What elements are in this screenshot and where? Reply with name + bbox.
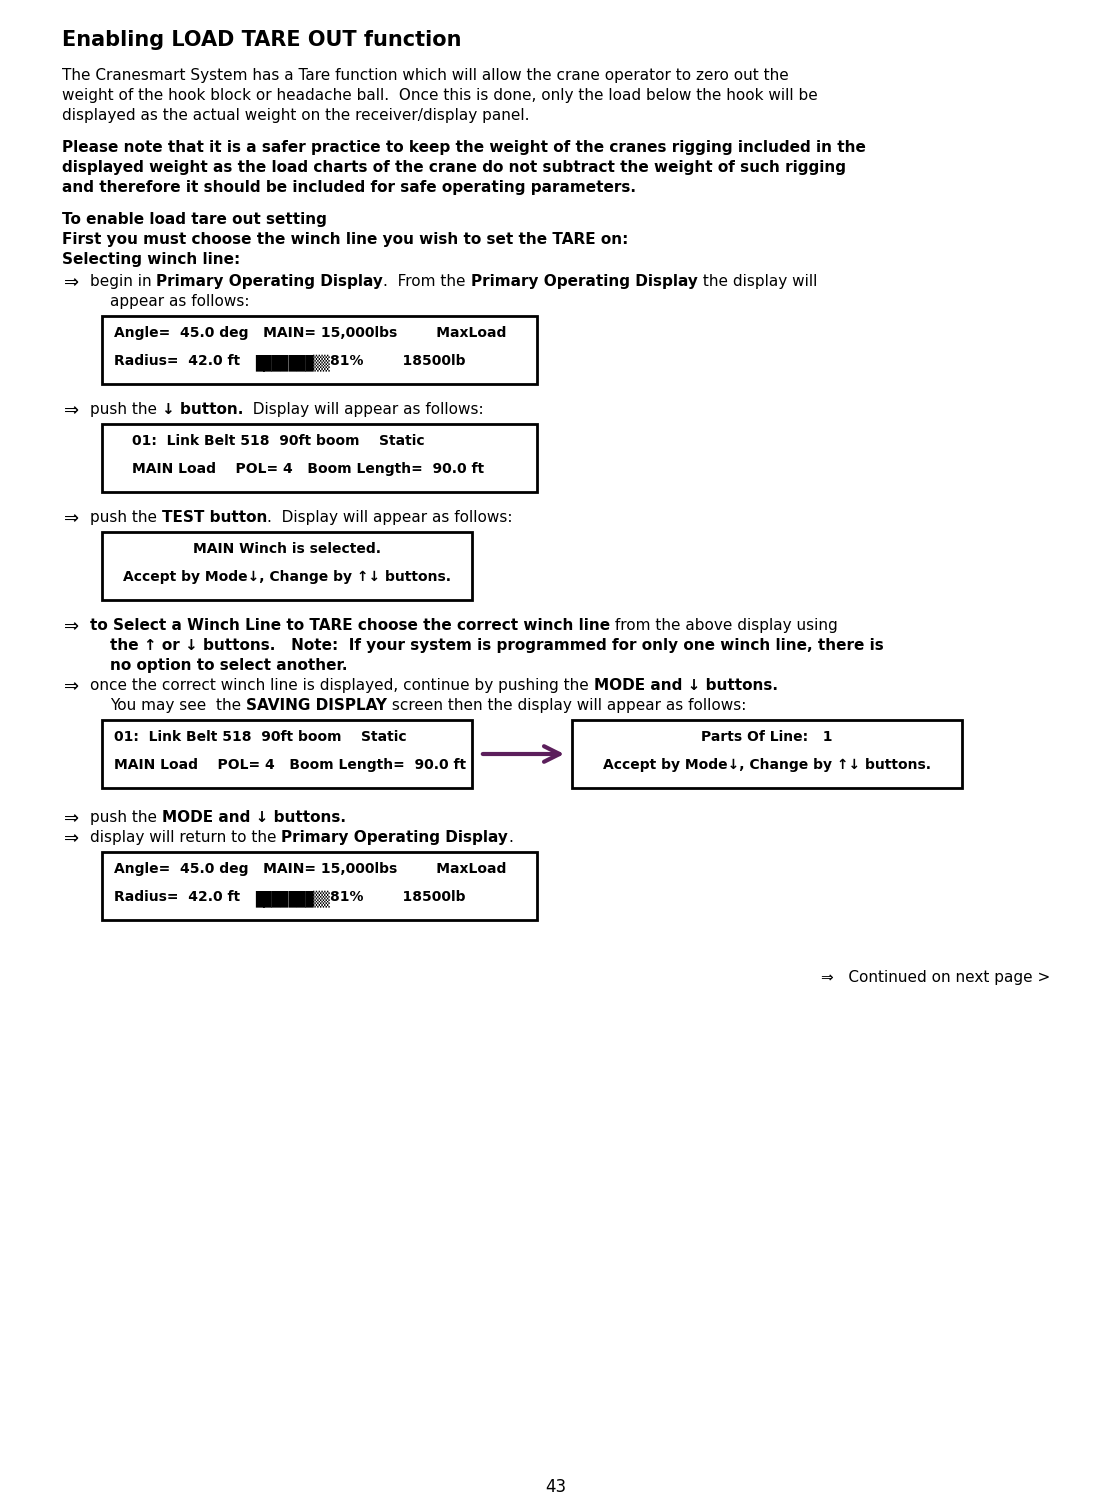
Text: ⇒: ⇒ bbox=[64, 402, 79, 420]
Text: from the above display using: from the above display using bbox=[610, 618, 837, 633]
Text: push the: push the bbox=[90, 809, 162, 824]
Text: First you must choose the winch line you wish to set the TARE on:: First you must choose the winch line you… bbox=[62, 232, 628, 247]
Text: 01:  Link Belt 518  90ft boom    Static: 01: Link Belt 518 90ft boom Static bbox=[132, 434, 425, 448]
Text: MAIN Winch is selected.: MAIN Winch is selected. bbox=[193, 543, 381, 556]
Text: Primary Operating Display: Primary Operating Display bbox=[470, 274, 697, 289]
Text: .  Display will appear as follows:: . Display will appear as follows: bbox=[267, 509, 513, 524]
Text: to Select a Winch Line to TARE choose the correct winch line: to Select a Winch Line to TARE choose th… bbox=[90, 618, 610, 633]
Text: .: . bbox=[508, 830, 513, 845]
Text: MODE and ↓ buttons.: MODE and ↓ buttons. bbox=[594, 678, 777, 693]
Bar bbox=[572, 720, 962, 788]
Text: To enable load tare out setting: To enable load tare out setting bbox=[62, 212, 327, 228]
Bar bbox=[102, 316, 537, 384]
Text: Angle=  45.0 deg   MAIN= 15,000lbs        MaxLoad: Angle= 45.0 deg MAIN= 15,000lbs MaxLoad bbox=[115, 862, 506, 876]
Text: ⇒   Continued on next page >: ⇒ Continued on next page > bbox=[821, 971, 1050, 986]
Bar bbox=[102, 720, 471, 788]
Text: The Cranesmart System has a Tare function which will allow the crane operator to: The Cranesmart System has a Tare functio… bbox=[62, 68, 788, 83]
Text: Parts Of Line:   1: Parts Of Line: 1 bbox=[702, 729, 833, 744]
Text: Selecting winch line:: Selecting winch line: bbox=[62, 252, 240, 267]
Text: no option to select another.: no option to select another. bbox=[110, 659, 347, 674]
Text: appear as follows:: appear as follows: bbox=[110, 294, 249, 309]
Text: push the: push the bbox=[90, 509, 162, 524]
Text: screen then the display will appear as follows:: screen then the display will appear as f… bbox=[387, 698, 746, 713]
Text: SAVING DISPLAY: SAVING DISPLAY bbox=[246, 698, 387, 713]
Text: displayed weight as the load charts of the crane do not subtract the weight of s: displayed weight as the load charts of t… bbox=[62, 160, 846, 175]
Text: Please note that it is a safer practice to keep the weight of the cranes rigging: Please note that it is a safer practice … bbox=[62, 140, 866, 155]
Text: Primary Operating Display: Primary Operating Display bbox=[281, 830, 508, 845]
Text: ███████: ███████ bbox=[255, 354, 314, 371]
Text: 43: 43 bbox=[546, 1478, 566, 1496]
Text: begin in: begin in bbox=[90, 274, 157, 289]
Text: ⇒: ⇒ bbox=[64, 509, 79, 527]
Text: 01:  Link Belt 518  90ft boom    Static: 01: Link Belt 518 90ft boom Static bbox=[115, 729, 407, 744]
Text: the ↑ or ↓ buttons.   Note:  If your system is programmed for only one winch lin: the ↑ or ↓ buttons. Note: If your system… bbox=[110, 637, 884, 653]
Text: ⇒: ⇒ bbox=[64, 274, 79, 292]
Text: display will return to the: display will return to the bbox=[90, 830, 281, 845]
Text: ⇒: ⇒ bbox=[64, 830, 79, 848]
Text: Angle=  45.0 deg   MAIN= 15,000lbs        MaxLoad: Angle= 45.0 deg MAIN= 15,000lbs MaxLoad bbox=[115, 326, 506, 341]
Text: You may see  the: You may see the bbox=[110, 698, 246, 713]
Text: weight of the hook block or headache ball.  Once this is done, only the load bel: weight of the hook block or headache bal… bbox=[62, 87, 817, 102]
Text: .  From the: . From the bbox=[384, 274, 470, 289]
Text: Display will appear as follows:: Display will appear as follows: bbox=[244, 402, 484, 417]
Text: Accept by Mode↓, Change by ↑↓ buttons.: Accept by Mode↓, Change by ↑↓ buttons. bbox=[603, 758, 931, 772]
Text: Radius=  42.0 ft: Radius= 42.0 ft bbox=[115, 891, 255, 904]
Text: ↓ button.: ↓ button. bbox=[162, 402, 244, 417]
Text: push the: push the bbox=[90, 402, 162, 417]
Text: Enabling LOAD TARE OUT function: Enabling LOAD TARE OUT function bbox=[62, 30, 461, 50]
Bar bbox=[102, 532, 471, 600]
Text: MODE and ↓ buttons.: MODE and ↓ buttons. bbox=[162, 809, 346, 824]
Bar bbox=[102, 851, 537, 919]
Text: displayed as the actual weight on the receiver/display panel.: displayed as the actual weight on the re… bbox=[62, 109, 529, 124]
Bar bbox=[102, 423, 537, 491]
Text: ⇒: ⇒ bbox=[64, 809, 79, 827]
Text: ▒▒: ▒▒ bbox=[314, 354, 330, 371]
Text: 81%        18500lb: 81% 18500lb bbox=[330, 354, 466, 368]
Text: ███████: ███████ bbox=[255, 891, 314, 907]
Text: Accept by Mode↓, Change by ↑↓ buttons.: Accept by Mode↓, Change by ↑↓ buttons. bbox=[123, 570, 451, 585]
Text: once the correct winch line is displayed, continue by pushing the: once the correct winch line is displayed… bbox=[90, 678, 594, 693]
Text: and therefore it should be included for safe operating parameters.: and therefore it should be included for … bbox=[62, 179, 636, 194]
Text: ⇒: ⇒ bbox=[64, 618, 79, 636]
Text: TEST button: TEST button bbox=[162, 509, 267, 524]
Text: MAIN Load    POL= 4   Boom Length=  90.0 ft: MAIN Load POL= 4 Boom Length= 90.0 ft bbox=[115, 758, 466, 772]
Text: Primary Operating Display: Primary Operating Display bbox=[157, 274, 384, 289]
Text: ⇒: ⇒ bbox=[64, 678, 79, 696]
Text: ▒▒: ▒▒ bbox=[314, 891, 330, 907]
Text: MAIN Load    POL= 4   Boom Length=  90.0 ft: MAIN Load POL= 4 Boom Length= 90.0 ft bbox=[132, 463, 484, 476]
Text: the display will: the display will bbox=[697, 274, 817, 289]
Text: Radius=  42.0 ft: Radius= 42.0 ft bbox=[115, 354, 255, 368]
Text: 81%        18500lb: 81% 18500lb bbox=[330, 891, 466, 904]
